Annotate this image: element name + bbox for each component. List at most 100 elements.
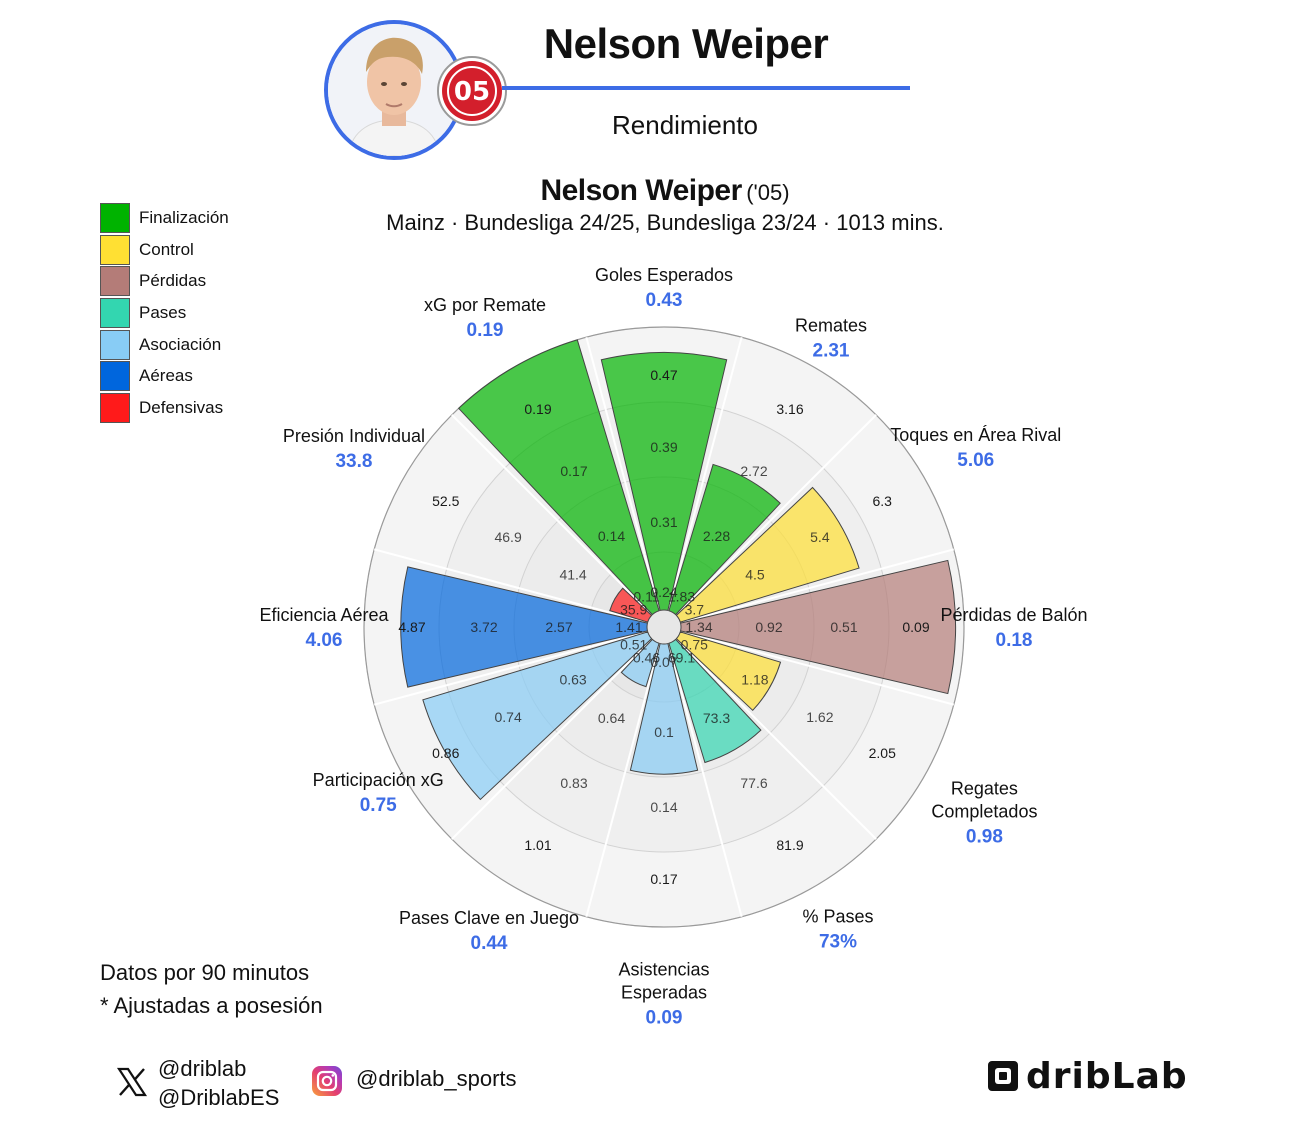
grid-spoke — [585, 643, 661, 918]
tick-label: 0.83 — [560, 775, 587, 791]
tick-label: 0.14 — [598, 528, 625, 544]
category-value: 4.06 — [306, 630, 343, 651]
grid-spoke — [675, 414, 877, 616]
bar-12 — [457, 339, 660, 616]
bar-4 — [679, 559, 957, 695]
tick-label: 3.7 — [685, 602, 705, 618]
tick-label: 4.87 — [398, 619, 425, 635]
category-value: 0.09 — [646, 1008, 683, 1029]
category-label: Pases Clave en Juego — [399, 908, 579, 928]
tick-label: 2.72 — [740, 463, 767, 479]
category-value: 73% — [819, 931, 857, 952]
player-name: Nelson Weiper — [543, 20, 829, 67]
tick-label: 0.17 — [650, 871, 677, 887]
bar-8 — [620, 638, 660, 688]
category-label: Toques en Área Rival — [890, 425, 1061, 445]
legend-label: Defensivas — [139, 397, 224, 417]
bar-9 — [422, 631, 653, 801]
tick-label: 3.72 — [470, 619, 497, 635]
legend-item: Pérdidas — [100, 265, 229, 297]
grid-spoke — [675, 638, 877, 840]
category-value: 0.19 — [467, 320, 504, 341]
chart-title-name: Nelson Weiper — [540, 174, 742, 207]
legend-swatch — [100, 392, 130, 423]
tick-label: 35.9 — [620, 602, 647, 618]
instagram-icon[interactable] — [312, 1066, 342, 1096]
tick-label: 0.86 — [432, 745, 459, 761]
tick-label: 1.34 — [685, 619, 712, 635]
category-label: Eficiencia Aérea — [259, 605, 389, 625]
tick-label: 1.83 — [668, 589, 695, 605]
legend-item: Pases — [100, 297, 229, 329]
tick-label: 0.64 — [598, 710, 625, 726]
grid-spoke — [373, 548, 648, 624]
grid-outer-ring — [363, 326, 965, 928]
tick-label: 0.51 — [620, 637, 647, 653]
bar-3 — [675, 486, 860, 623]
note-possession: * Ajustadas a posesión — [100, 993, 323, 1018]
tick-label: 0.09 — [902, 619, 929, 635]
tick-label: 1.01 — [524, 837, 551, 853]
chart-title-year: ('05) — [746, 180, 790, 205]
tick-label: 0.74 — [494, 709, 521, 725]
tick-label: 0.46 — [633, 649, 660, 665]
tick-label: 73.3 — [703, 710, 730, 726]
tick-label: 0.1 — [654, 724, 674, 740]
x-handle-link[interactable]: @driblab — [158, 1056, 247, 1081]
legend-swatch — [100, 297, 130, 328]
grid-spoke — [680, 548, 955, 624]
tick-label: 3.16 — [776, 401, 803, 417]
grid-spoke — [451, 414, 653, 616]
category-label: Esperadas — [621, 983, 707, 1003]
bar-5 — [675, 631, 782, 712]
x-handle-link[interactable]: @DriblabES — [158, 1085, 280, 1110]
category-label: Presión Individual — [283, 426, 425, 446]
tick-label: 77.6 — [740, 775, 767, 791]
legend-item: Control — [100, 234, 229, 266]
category-label: Goles Esperados — [595, 265, 733, 285]
category-value: 0.75 — [360, 795, 397, 816]
x-logo-icon[interactable] — [116, 1066, 148, 1098]
tick-label: 1.41 — [615, 619, 642, 635]
category-label: Asistencias — [618, 960, 709, 980]
legend-item: Aéreas — [100, 360, 229, 392]
category-label: xG por Remate — [424, 295, 546, 315]
tick-label: 0.63 — [559, 672, 586, 688]
notes: Datos por 90 minutos * Ajustadas a poses… — [100, 956, 323, 1022]
tick-label: 0.11 — [633, 589, 659, 605]
bar-6 — [668, 638, 762, 764]
legend-label: Aéreas — [139, 366, 193, 386]
category-value: 5.06 — [957, 450, 994, 471]
chart-subtitle: Mainz · Bundesliga 24/25, Bundesliga 23/… — [386, 210, 944, 235]
category-label: Pérdidas de Balón — [940, 605, 1087, 625]
tick-label: 5.4 — [810, 529, 830, 545]
bar-11 — [609, 587, 653, 623]
tick-label: 2.05 — [869, 745, 896, 761]
tick-label: 0.17 — [560, 463, 587, 479]
bar-10 — [400, 566, 649, 688]
grid-spoke — [451, 638, 653, 840]
tick-label: 0.47 — [650, 367, 677, 383]
legend-swatch — [100, 266, 130, 297]
tick-label: 0.07 — [650, 654, 677, 670]
legend-item: Defensivas — [100, 392, 229, 424]
instagram-handle[interactable]: @driblab_sports — [356, 1066, 517, 1091]
brand-logo: dribLab — [986, 1056, 1188, 1097]
legend-label: Control — [139, 239, 194, 259]
legend-item: Finalización — [100, 202, 229, 234]
category-value: 0.43 — [646, 290, 683, 311]
legend-swatch — [100, 361, 130, 392]
category-label: Regates — [951, 779, 1018, 799]
tick-label: 0.39 — [650, 439, 677, 455]
grid-spoke — [667, 643, 743, 918]
tick-label: 46.9 — [494, 529, 521, 545]
tick-label: 0.75 — [681, 637, 708, 653]
tick-label: 0.92 — [755, 619, 782, 635]
x-handles: @driblab @DriblabES — [158, 1054, 279, 1112]
legend-swatch — [100, 202, 130, 233]
note-per90: Datos por 90 minutos — [100, 960, 310, 985]
bar-7 — [629, 642, 699, 775]
legend-label: Finalización — [139, 207, 229, 227]
tick-label: 81.9 — [776, 837, 803, 853]
